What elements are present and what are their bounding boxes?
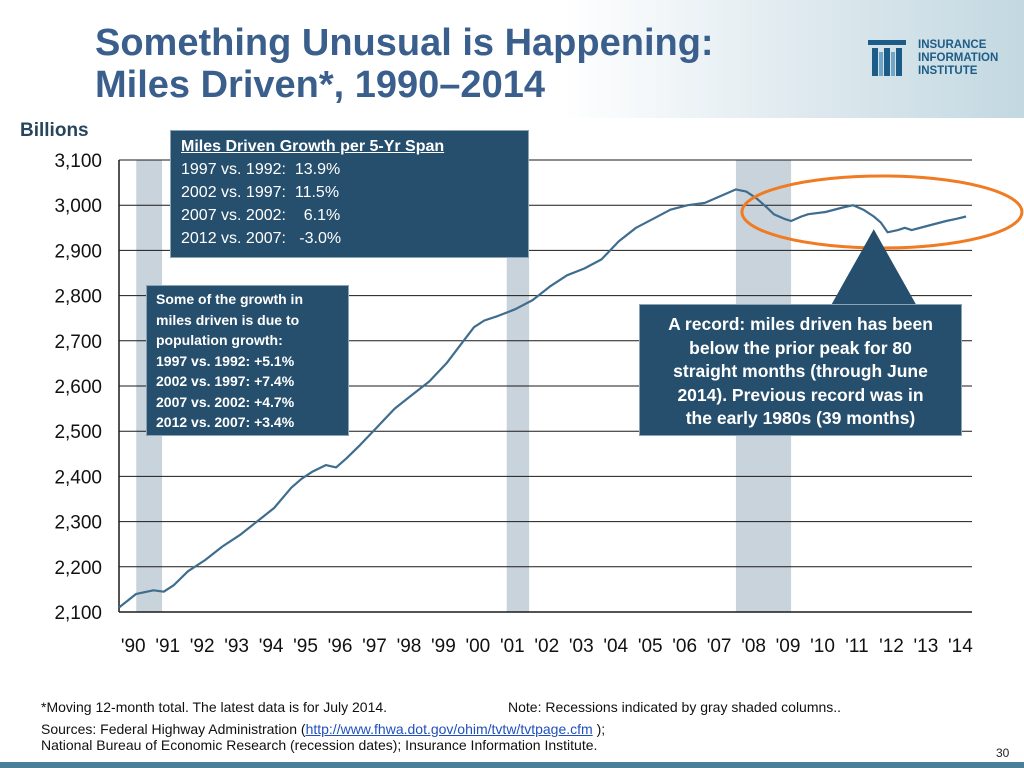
iii-logo-icon [868, 40, 906, 76]
population-callout-line: miles driven is due to [156, 311, 300, 328]
footer-sources: Sources: Federal Highway Administration … [41, 721, 605, 737]
population-callout-line: 2012 vs. 2007: +3.4% [156, 414, 295, 430]
y-tick-label: 2,700 [54, 332, 102, 353]
population-callout-line: population growth: [156, 332, 283, 348]
logo-text-2: INFORMATION [918, 52, 999, 64]
y-tick-label: 2,300 [54, 513, 102, 534]
y-tick-label: 2,800 [54, 287, 102, 308]
iii-logo: INSURANCE INFORMATION INSTITUTE [866, 36, 1016, 84]
y-axis-unit-label: Billions [20, 120, 89, 141]
record-callout-line: straight months (through June [673, 361, 928, 381]
x-tick-label: '99 [431, 636, 456, 657]
x-tick-label: '02 [534, 636, 559, 657]
x-tick-label: '12 [879, 636, 904, 657]
x-tick-label: '03 [569, 636, 594, 657]
miles-driven-line [118, 188, 967, 609]
y-tick-label: 2,600 [54, 377, 102, 398]
logo-text-3: INSTITUTE [918, 65, 978, 77]
population-callout-line: 1997 vs. 1992: +5.1% [156, 352, 295, 369]
page-title-line1: Something Unusual is Happening: [95, 22, 714, 64]
record-callout-pointer [831, 229, 916, 304]
record-callout-line: below the prior peak for 80 [689, 337, 912, 358]
growth-callout-line: 2002 vs. 1997: 11.5% [181, 184, 340, 201]
x-tick-label: '13 [914, 636, 939, 657]
x-tick-label: '90 [121, 636, 146, 657]
x-tick-label: '97 [362, 636, 387, 657]
growth-callout-line: 2012 vs. 2007: -3.0% [181, 230, 342, 247]
x-tick-label: '11 [845, 636, 868, 657]
population-callout: Some of the growth in miles driven is du… [146, 285, 349, 436]
footer-sources-line2: National Bureau of Economic Research (re… [41, 737, 598, 753]
x-tick-label: '92 [190, 636, 215, 657]
population-callout-line: 2002 vs. 1997: +7.4% [156, 373, 295, 389]
growth-callout-line: 1997 vs. 1992: 13.9% [181, 161, 341, 178]
record-callout-line: 2014). Previous record was in [677, 384, 924, 405]
growth-callout-heading: Miles Driven Growth per 5-Yr Span [181, 138, 445, 155]
footer-note-1: *Moving 12-month total. The latest data … [41, 699, 388, 715]
x-tick-label: '14 [948, 636, 973, 657]
x-tick-label: '10 [810, 636, 835, 657]
x-tick-label: '95 [293, 636, 318, 657]
fhwa-link[interactable]: http://www.fhwa.dot.gov/ohim/tvtw/tvtpag… [305, 721, 593, 737]
y-tick-label: 2,500 [54, 422, 102, 443]
y-tick-label: 3,000 [54, 196, 102, 217]
population-callout-line: 2007 vs. 2002: +4.7% [156, 393, 295, 410]
x-tick-label: '93 [224, 636, 249, 657]
logo-text-1: INSURANCE [918, 39, 987, 51]
x-tick-label: '06 [672, 636, 697, 657]
x-tick-label: '01 [500, 636, 525, 657]
x-tick-label: '07 [707, 636, 732, 657]
footer-note-2: Note: Recessions indicated by gray shade… [508, 699, 842, 715]
record-callout: A record: miles driven has been below th… [639, 304, 962, 436]
bottom-bar [0, 762, 1024, 768]
x-tick-label: '98 [397, 636, 422, 657]
record-callout-line: A record: miles driven has been [668, 314, 933, 334]
title-band [0, 0, 1024, 118]
growth-callout: Miles Driven Growth per 5-Yr Span 1997 v… [170, 130, 529, 258]
page-number: 30 [996, 746, 1010, 760]
population-callout-line: Some of the growth in [156, 291, 303, 307]
y-tick-label: 2,100 [54, 603, 102, 624]
record-callout-line: the early 1980s (39 months) [685, 408, 916, 428]
y-tick-label: 2,900 [54, 241, 102, 262]
y-tick-label: 2,400 [54, 467, 102, 488]
growth-callout-line: 2007 vs. 2002: 6.1% [181, 207, 341, 224]
x-tick-label: '09 [776, 636, 801, 657]
x-tick-label: '05 [638, 636, 663, 657]
x-tick-label: '00 [465, 636, 490, 657]
page-title: Something Unusual is Happening: Miles Dr… [95, 22, 714, 106]
page-title-line2: Miles Driven*, 1990–2014 [95, 64, 545, 106]
y-tick-label: 3,100 [54, 151, 102, 172]
footer-sources-prefix: Sources: Federal Highway Administration … [41, 721, 306, 737]
y-tick-label: 2,200 [54, 558, 102, 579]
x-tick-label: '94 [259, 636, 284, 657]
x-tick-label: '96 [328, 636, 353, 657]
footer-sources-suffix: ); [592, 721, 606, 737]
x-tick-label: '08 [741, 636, 766, 657]
x-tick-label: '04 [603, 636, 628, 657]
x-tick-label: '91 [155, 636, 180, 657]
